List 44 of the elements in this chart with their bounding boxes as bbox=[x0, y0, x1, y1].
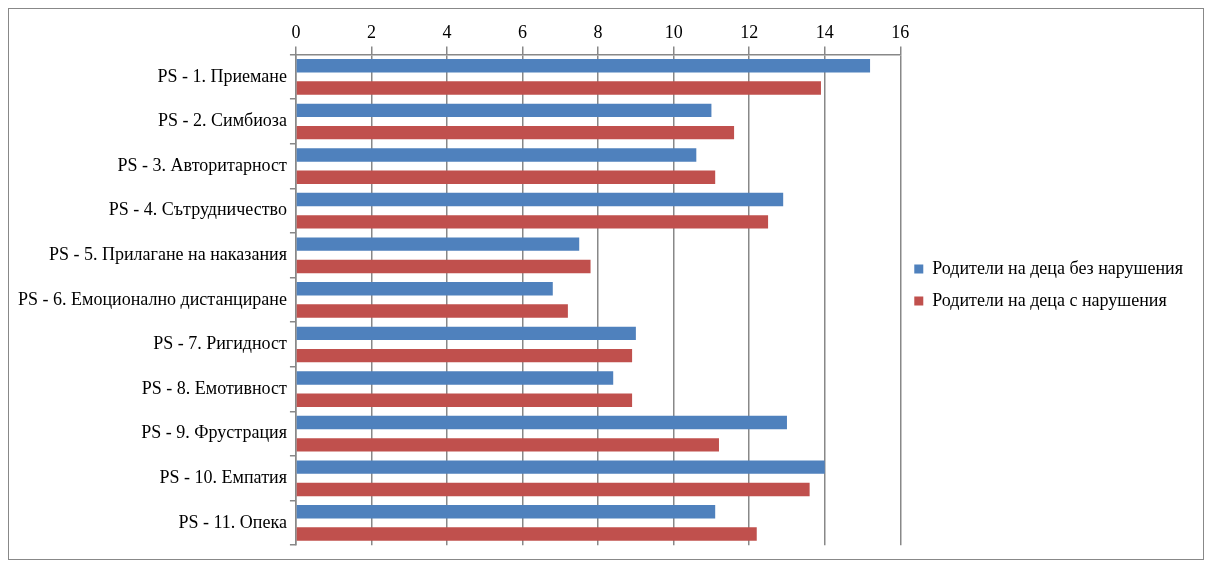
legend-label: Родители на деца с нарушения bbox=[932, 289, 1167, 310]
bar bbox=[296, 415, 787, 430]
bar bbox=[296, 282, 553, 296]
x-tick-label: 8 bbox=[593, 21, 603, 42]
bar bbox=[296, 304, 568, 318]
bar bbox=[296, 81, 821, 95]
y-tick-label: PS - 1. Приемане bbox=[157, 65, 287, 86]
bar bbox=[296, 393, 633, 407]
bar bbox=[296, 237, 580, 251]
bar bbox=[296, 438, 719, 452]
bar bbox=[296, 170, 716, 184]
x-tick-label: 16 bbox=[891, 21, 910, 42]
x-tick-label: 4 bbox=[442, 21, 452, 42]
y-tick-label: PS - 3. Авторитарност bbox=[117, 154, 288, 175]
y-tick-label: PS - 6. Емоционално дистанциране bbox=[17, 288, 287, 309]
bar bbox=[296, 505, 716, 519]
y-tick-label: PS - 4. Сътрудничество bbox=[108, 199, 287, 220]
y-tick-label: PS - 10. Емпатия bbox=[159, 467, 287, 488]
bar bbox=[296, 215, 769, 229]
x-tick-label: 6 bbox=[518, 21, 528, 42]
bar bbox=[296, 460, 825, 474]
bar bbox=[296, 371, 614, 385]
x-tick-label: 14 bbox=[815, 21, 834, 42]
bar bbox=[296, 125, 735, 140]
x-tick-label: 0 bbox=[291, 21, 301, 42]
bar bbox=[296, 59, 871, 73]
bar bbox=[296, 259, 591, 274]
bar bbox=[296, 527, 757, 541]
bar bbox=[296, 148, 697, 162]
bar bbox=[296, 348, 633, 363]
legend-label: Родители на деца без нарушения bbox=[932, 257, 1183, 278]
x-tick-label: 10 bbox=[664, 21, 683, 42]
y-tick-label: PS - 8. Емотивност bbox=[141, 377, 288, 398]
y-tick-label: PS - 11. Опека bbox=[178, 511, 287, 532]
y-tick-label: PS - 7. Ригидност bbox=[153, 333, 288, 354]
y-tick-label: PS - 5. Прилагане на наказания bbox=[48, 244, 287, 265]
y-tick-label: PS - 2. Симбиоза bbox=[157, 110, 287, 131]
y-tick-label: PS - 9. Фрустрация bbox=[141, 422, 287, 443]
bar bbox=[296, 192, 784, 207]
x-tick-label: 12 bbox=[740, 21, 759, 42]
bar bbox=[296, 482, 810, 497]
bar bbox=[296, 103, 712, 118]
bar bbox=[296, 326, 636, 341]
x-tick-label: 2 bbox=[366, 21, 376, 42]
